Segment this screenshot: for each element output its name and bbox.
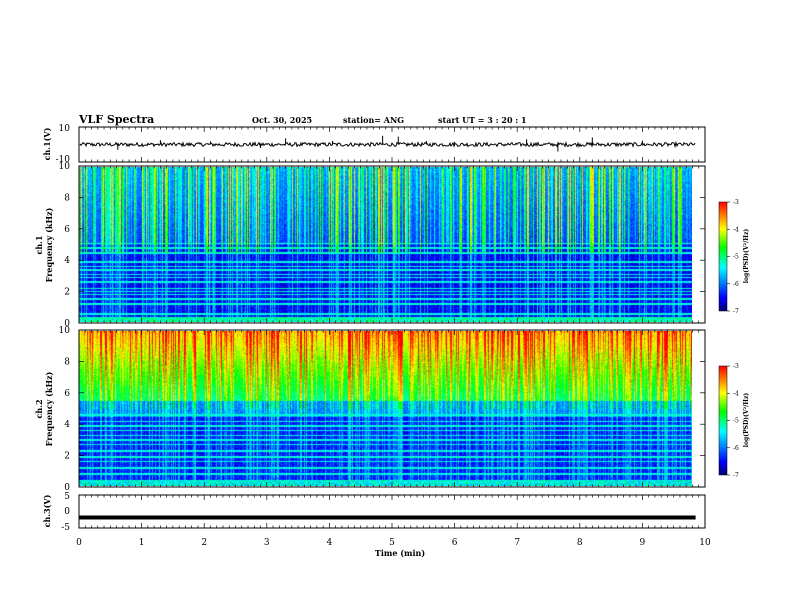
- ch3-ytick-bottom: -5: [61, 523, 70, 533]
- colorbar-tick-label: -7: [733, 308, 739, 315]
- spectrogram-ytick-label: 2: [64, 452, 70, 462]
- x-tick-label: 3: [264, 538, 270, 548]
- spectrogram-ytick-label: 0: [64, 319, 70, 329]
- ch1-ytick-bottom: -10: [56, 155, 71, 165]
- spectrogram-ytick-label: 0: [64, 483, 70, 493]
- ch1-colorbar-gradient: [718, 201, 728, 312]
- ch2-colorbar: -3 -4 -5 -6 -7 log(PSD)(V²/Hz): [718, 363, 750, 479]
- spectrogram-ytick-label: 8: [64, 193, 70, 203]
- ch2-colorbar-title: log(PSD)(V²/Hz): [743, 393, 750, 448]
- ch1-colorbar: -3 -4 -5 -6 -7 log(PSD)(V²/Hz): [718, 199, 750, 315]
- ch3-ytick-mid: 0: [64, 507, 70, 517]
- colorbar-tick-label: -6: [733, 445, 739, 452]
- ch1-spectrogram-yticks: 0 2 4 6 8 10: [59, 162, 705, 329]
- ch1-colorbar-title: log(PSD)(V²/Hz): [743, 229, 750, 284]
- colorbar-tick-label: -7: [733, 472, 739, 479]
- x-tick-label: 4: [327, 538, 333, 548]
- colorbar-tick-label: -5: [733, 418, 739, 425]
- ch1-spectrogram-image: [79, 167, 692, 322]
- x-tick-label: 1: [139, 538, 145, 548]
- colorbar-tick-label: -3: [733, 363, 739, 370]
- ch1-waveform-ylabel: ch.1(V): [42, 127, 52, 160]
- ch3-waveform-ylabel: ch.3(V): [42, 494, 52, 527]
- ch2-colorbar-ticks: -3 -4 -5 -6 -7: [727, 363, 739, 479]
- x-tick-label: 5: [389, 538, 395, 548]
- ch1-waveform-spikes: [78, 135, 693, 152]
- ch1-spectrogram-ylabel-line2: Frequency (kHz): [44, 207, 54, 282]
- ch2-spectrogram-ylabel: ch.2 Frequency (kHz): [34, 371, 54, 446]
- x-tick-label: 0: [76, 538, 82, 548]
- x-axis-label: Time (min): [375, 548, 425, 558]
- colorbar-tick-label: -4: [733, 390, 739, 397]
- station-label: station= ANG: [343, 115, 404, 125]
- x-tick-label: 2: [201, 538, 207, 548]
- ch2-spectrogram-ylabel-line2: Frequency (kHz): [44, 371, 54, 446]
- colorbar-tick-label: -3: [733, 199, 739, 206]
- ch2-colorbar-gradient: [718, 365, 728, 476]
- spectrogram-ytick-label: 6: [64, 389, 70, 399]
- x-tick-labels: 0 1 2 3 4 5 6 7 8 9 10: [76, 538, 711, 548]
- colorbar-tick-label: -5: [733, 254, 739, 261]
- ch2-spectrogram-ylabel-line1: ch.2: [34, 399, 44, 418]
- spectrogram-ytick-label: 8: [64, 357, 70, 367]
- ch2-spectrogram-yticks: 0 2 4 6 8 10: [59, 326, 705, 493]
- ch1-ytick-top: 10: [59, 124, 71, 134]
- x-tick-label: 6: [452, 538, 458, 548]
- x-tick-label: 8: [577, 538, 583, 548]
- x-tick-label: 9: [640, 538, 646, 548]
- start-time-label: start UT = 3 : 20 : 1: [438, 115, 527, 125]
- spectrogram-ytick-label: 4: [64, 256, 70, 266]
- ch2-spectrogram-image: [79, 331, 692, 486]
- x-tick-label: 7: [514, 538, 520, 548]
- ch1-spectrogram-frame: [78, 165, 706, 324]
- ch2-spectrogram-frame: [78, 329, 706, 488]
- colorbar-tick-label: -6: [733, 281, 739, 288]
- spectrogram-ytick-label: 4: [64, 420, 70, 430]
- ch1-spectrogram-ylabel: ch.1 Frequency (kHz): [34, 207, 54, 282]
- ch1-colorbar-ticks: -3 -4 -5 -6 -7: [727, 199, 739, 315]
- spectrogram-ytick-label: 10: [59, 162, 71, 172]
- spectrogram-ytick-label: 2: [64, 288, 70, 298]
- spectrogram-ytick-label: 10: [59, 326, 71, 336]
- ch1-spectrogram-ylabel-line1: ch.1: [34, 235, 44, 254]
- colorbar-tick-label: -4: [733, 226, 739, 233]
- x-tick-marks: [78, 127, 706, 528]
- spectrogram-ytick-label: 6: [64, 225, 70, 235]
- ch3-ytick-top: 5: [64, 492, 70, 502]
- date-label: Oct. 30, 2025: [252, 115, 312, 125]
- x-tick-label: 10: [699, 538, 711, 548]
- figure-title: VLF Spectra: [78, 113, 154, 126]
- ch1-waveform-line: [79, 140, 696, 149]
